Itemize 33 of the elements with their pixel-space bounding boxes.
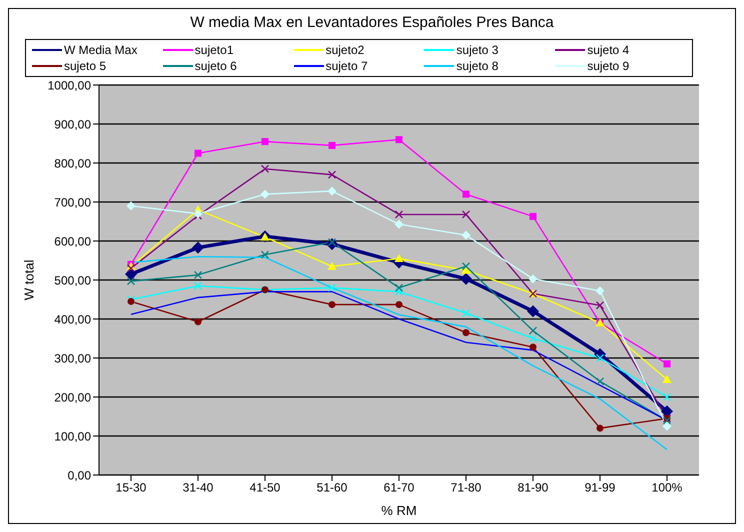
y-tick-label: 800,00 <box>54 156 92 170</box>
legend-label: sujeto 8 <box>456 59 498 73</box>
x-tick-label: 81-90 <box>518 480 549 495</box>
y-tick-label: 100,00 <box>54 429 92 444</box>
x-tick-label: 100% <box>652 480 683 495</box>
legend-label: sujeto 6 <box>194 59 237 73</box>
y-axis-title: W total <box>22 260 37 300</box>
legend-label: sujeto1 <box>194 43 234 57</box>
legend-label: sujeto2 <box>326 43 364 57</box>
x-tick-label: 61-70 <box>384 480 415 495</box>
legend-label: sujeto 4 <box>587 43 630 57</box>
x-tick-label: 91-99 <box>584 480 616 495</box>
y-tick-label: 700,00 <box>54 195 92 210</box>
y-tick-label: 0,00 <box>68 468 92 482</box>
x-tick-label: 41-50 <box>250 480 281 495</box>
x-tick-label: 51-60 <box>316 480 348 495</box>
legend-label: W Media Max <box>64 43 138 57</box>
y-tick-label: 600,00 <box>54 234 92 248</box>
y-tick-label: 300,00 <box>54 351 92 366</box>
legend-label: sujeto 5 <box>64 59 106 73</box>
x-tick-label: 31-40 <box>182 480 214 495</box>
x-tick-label: 71-80 <box>450 480 482 495</box>
y-tick-label: 200,00 <box>54 390 92 404</box>
x-axis-title: % RM <box>381 503 417 518</box>
y-tick-label: 400,00 <box>54 312 92 326</box>
x-tick-label: 15-30 <box>116 480 147 495</box>
legend-label: sujeto 7 <box>326 59 368 73</box>
legend-label: sujeto 9 <box>587 59 630 73</box>
chart-title: W media Max en Levantadores Españoles Pres Banca <box>189 13 555 33</box>
y-tick-label: 500,00 <box>54 273 92 288</box>
legend-label: sujeto 3 <box>456 43 498 57</box>
y-tick-label: 1000,00 <box>48 78 92 92</box>
y-tick-label: 900,00 <box>54 117 92 132</box>
